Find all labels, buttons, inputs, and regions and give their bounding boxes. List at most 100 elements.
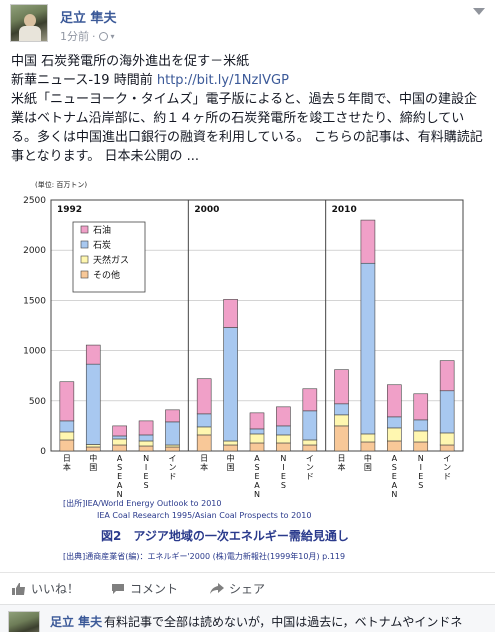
like-button[interactable]: いいね！ — [12, 580, 79, 597]
x-tick-label: 日本 — [200, 454, 208, 472]
y-tick-label: 0 — [40, 447, 46, 457]
x-tick-char: 中 — [364, 453, 372, 463]
x-tick-label: 日本 — [63, 454, 71, 472]
post-text: 中国 石炭発電所の海外進出を促す－米紙 新華ニュース-19 時間前 http:/… — [11, 52, 487, 166]
x-tick-char: 国 — [227, 463, 235, 472]
post-title: 中国 石炭発電所の海外進出を促す－米紙 — [11, 54, 250, 69]
x-tick-char: 国 — [89, 463, 97, 472]
x-tick-char: ン — [443, 463, 451, 472]
x-tick-char: A — [254, 481, 260, 490]
y-tick-label: 500 — [29, 397, 46, 407]
commenter-avatar[interactable] — [8, 611, 40, 632]
group-year-label: 2010 — [332, 205, 357, 215]
x-tick-char: N — [117, 490, 123, 499]
bar-segment — [413, 393, 429, 421]
x-tick-label: 中国 — [89, 453, 97, 472]
bar-segment — [196, 434, 212, 452]
post-options-chevron-icon[interactable] — [473, 8, 485, 15]
globe-icon[interactable] — [98, 31, 108, 41]
bar-segment — [413, 441, 429, 452]
bar-segment — [302, 388, 318, 412]
author-avatar[interactable] — [10, 4, 48, 42]
bar-segment — [334, 369, 349, 405]
post-actions: いいね！ コメント シェア — [0, 572, 495, 604]
x-tick-char: 国 — [364, 463, 372, 472]
bar-segment — [439, 444, 455, 452]
bar-segment — [138, 420, 154, 436]
bar-segment — [276, 406, 291, 427]
x-tick-char: A — [117, 454, 123, 463]
bar-segment — [196, 378, 212, 415]
bar-segment — [439, 360, 455, 392]
bar-segment — [223, 299, 238, 328]
bar-segment — [387, 440, 402, 452]
x-tick-char: S — [281, 481, 286, 490]
bar-segment — [302, 410, 318, 441]
legend-label: 石炭 — [93, 240, 111, 251]
comment-button[interactable]: コメント — [111, 580, 178, 597]
x-tick-char: S — [254, 463, 259, 472]
bar-segment — [165, 409, 180, 423]
source-link[interactable]: http://bit.ly/1NzIVGP — [156, 73, 289, 88]
source-line-1: [出所]IEA/World Energy Outlook to 2010 — [63, 498, 221, 508]
bar-segment — [302, 444, 318, 452]
x-tick-char: A — [117, 481, 123, 490]
bar-segment — [196, 413, 212, 428]
bar-segment — [85, 363, 101, 445]
post-timestamp[interactable]: 1分前 — [60, 30, 89, 43]
x-tick-char: I — [145, 463, 147, 472]
bar-segment — [138, 434, 154, 442]
x-tick-char: イ — [306, 454, 314, 463]
share-button[interactable]: シェア — [210, 580, 265, 597]
x-tick-char: E — [281, 472, 286, 481]
like-label: いいね！ — [31, 582, 80, 596]
x-tick-char: 本 — [338, 462, 346, 472]
y-tick-label: 1000 — [23, 347, 46, 357]
bar-segment — [223, 444, 238, 452]
thumbs-up-icon — [12, 582, 25, 595]
post-body: 米紙「ニューヨーク・タイムズ」電子版によると、過去５年間で、中国の建設企業はベト… — [11, 92, 483, 164]
bar-segment — [223, 327, 238, 442]
bar-segment — [249, 412, 265, 430]
bar-segment — [249, 442, 265, 452]
x-tick-char: N — [254, 490, 260, 499]
bar-segment — [276, 425, 291, 436]
x-tick-label: 中国 — [227, 453, 235, 472]
bar-segment — [112, 438, 127, 446]
x-tick-char: I — [282, 463, 284, 472]
x-tick-char: A — [254, 454, 260, 463]
comment-text: 有料記事で全部は読めないが，中国は過去に，ベトナムやインドネ — [104, 615, 463, 629]
x-tick-char: ン — [306, 463, 314, 472]
bar-segment — [360, 262, 376, 435]
commenter-name[interactable]: 足立 隼夫 — [50, 615, 103, 629]
chevron-down-icon[interactable]: ▾ — [110, 31, 115, 41]
bar-segment — [276, 442, 291, 452]
bar-segment — [302, 439, 318, 446]
x-tick-char: N — [418, 454, 424, 463]
y-tick-label: 2000 — [23, 246, 46, 256]
x-tick-char: N — [280, 454, 286, 463]
bar-segment — [334, 403, 349, 416]
legend-label: 石油 — [93, 224, 111, 236]
comment-label: コメント — [130, 582, 179, 596]
bar-segment — [59, 420, 75, 433]
legend-swatch — [80, 225, 89, 234]
bar-segment — [413, 419, 429, 432]
bar-segment — [223, 440, 238, 446]
bar-segment — [276, 434, 291, 444]
bar-segment — [138, 440, 154, 447]
x-tick-char: S — [418, 481, 423, 490]
x-tick-char: E — [418, 472, 423, 481]
x-tick-char: 本 — [200, 462, 208, 472]
bar-segment — [439, 432, 455, 446]
bar-segment — [165, 421, 180, 446]
post-meta: 1分前 · ▾ — [60, 28, 115, 44]
x-tick-char: 日 — [200, 454, 208, 463]
bar-segment — [165, 446, 180, 452]
author-name[interactable]: 足立 隼夫 — [60, 11, 117, 26]
